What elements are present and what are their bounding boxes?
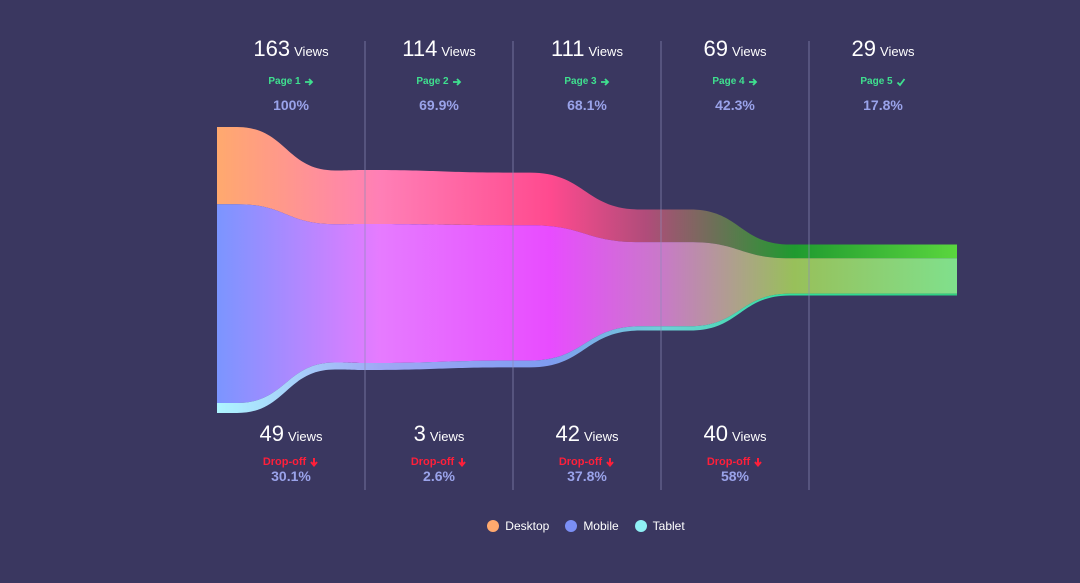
dropoff-views: 3 Views	[365, 421, 513, 450]
stage-page-label: Page 3	[513, 76, 661, 87]
stage-percent: 100%	[273, 97, 309, 113]
arrow-right-icon	[600, 77, 609, 86]
stage-percent: 17.8%	[863, 97, 903, 113]
dropoff-views-count: 3	[413, 421, 426, 446]
legend-item-mobile[interactable]: Mobile	[565, 519, 619, 533]
arrow-right-icon	[304, 77, 313, 86]
views-unit: Views	[441, 44, 476, 59]
stage-page-label: Page 4	[661, 76, 809, 87]
stage-dropoff-2: 3 Views Drop-off 2.6%	[365, 421, 513, 484]
legend-label: Desktop	[505, 519, 550, 533]
stage-page-label: Page 5	[809, 76, 957, 87]
legend-dot	[634, 520, 647, 532]
views-unit: Views	[288, 429, 323, 444]
legend-label: Tablet	[652, 519, 685, 533]
dropoff-label: Drop-off	[217, 456, 365, 468]
stage-page-name: Page 4	[712, 76, 745, 87]
stage-views-count: 114	[402, 36, 438, 61]
arrow-down-icon	[606, 458, 614, 467]
dropoff-views-count: 42	[555, 421, 581, 446]
dropoff-label: Drop-off	[661, 456, 809, 468]
stage-page-name: Page 3	[564, 76, 597, 87]
stage-views: 29 Views	[809, 36, 957, 65]
stage-views-count: 29	[851, 36, 877, 61]
arrow-right-icon	[748, 77, 757, 86]
stage-dropoff-1: 49 Views Drop-off 30.1%	[217, 421, 365, 484]
views-unit: Views	[880, 44, 915, 59]
stage-header-4: 69 Views Page 4 42.3%	[661, 36, 809, 113]
stage-page-name: Page 1	[268, 76, 301, 87]
legend: Desktop Mobile Tablet	[0, 519, 1080, 533]
arrow-down-icon	[754, 458, 762, 467]
views-unit: Views	[732, 429, 767, 444]
check-icon	[896, 77, 905, 86]
legend-dot	[565, 520, 578, 532]
dropoff-views-count: 40	[703, 421, 729, 446]
stage-header-5: 29 Views Page 5 17.8%	[809, 36, 957, 113]
stage-dropoff-3: 42 Views Drop-off 37.8%	[513, 421, 661, 484]
views-unit: Views	[429, 429, 465, 444]
arrow-right-icon	[452, 77, 461, 86]
stage-percent: 42.3%	[715, 97, 755, 113]
views-unit: Views	[732, 44, 767, 59]
legend-item-tablet[interactable]: Tablet	[634, 519, 685, 533]
stage-dropoff-4: 40 Views Drop-off 58%	[661, 421, 809, 484]
views-unit: Views	[584, 429, 619, 444]
stage-percent: 69.9%	[419, 97, 459, 113]
stage-views: 114 Views	[365, 36, 513, 65]
mobile-band	[217, 204, 957, 403]
stage-views-count: 69	[703, 36, 729, 61]
dropoff-views: 42 Views	[513, 421, 661, 450]
stage-views-count: 163	[253, 36, 291, 61]
dropoff-percent: 2.6%	[423, 468, 455, 484]
stage-views-count: 111	[551, 36, 585, 61]
dropoff-label-text: Drop-off	[706, 456, 751, 468]
dropoff-views-count: 49	[259, 421, 285, 446]
arrow-down-icon	[458, 458, 466, 467]
stage-percent: 68.1%	[567, 97, 607, 113]
dropoff-percent: 37.8%	[567, 468, 607, 484]
dropoff-label: Drop-off	[513, 456, 661, 468]
stage-page-name: Page 2	[416, 76, 449, 87]
dropoff-views: 40 Views	[661, 421, 809, 450]
views-unit: Views	[294, 44, 329, 59]
stage-views: 163 Views	[217, 36, 365, 65]
dropoff-label-text: Drop-off	[410, 456, 455, 468]
stage-page-name: Page 5	[860, 76, 893, 87]
dropoff-views: 49 Views	[217, 421, 365, 450]
legend-label: Mobile	[583, 519, 619, 533]
stage-header-1: 163 Views Page 1 100%	[217, 36, 365, 113]
stage-header-3: 111 Views Page 3 68.1%	[513, 36, 661, 113]
dropoff-percent: 58%	[720, 468, 750, 484]
stage-page-label: Page 2	[365, 76, 513, 87]
dropoff-label-text: Drop-off	[262, 456, 307, 468]
dropoff-percent: 30.1%	[271, 468, 311, 484]
dropoff-label: Drop-off	[365, 456, 513, 468]
stage-page-label: Page 1	[217, 76, 365, 87]
dropoff-label-text: Drop-off	[558, 456, 603, 468]
legend-dot	[487, 520, 500, 532]
desktop-band	[217, 127, 957, 259]
stage-views: 69 Views	[661, 36, 809, 65]
legend-item-desktop[interactable]: Desktop	[487, 519, 549, 533]
views-unit: Views	[588, 44, 623, 59]
arrow-down-icon	[310, 458, 318, 467]
stage-header-2: 114 Views Page 2 69.9%	[365, 36, 513, 113]
stage-views: 111 Views	[513, 36, 661, 65]
